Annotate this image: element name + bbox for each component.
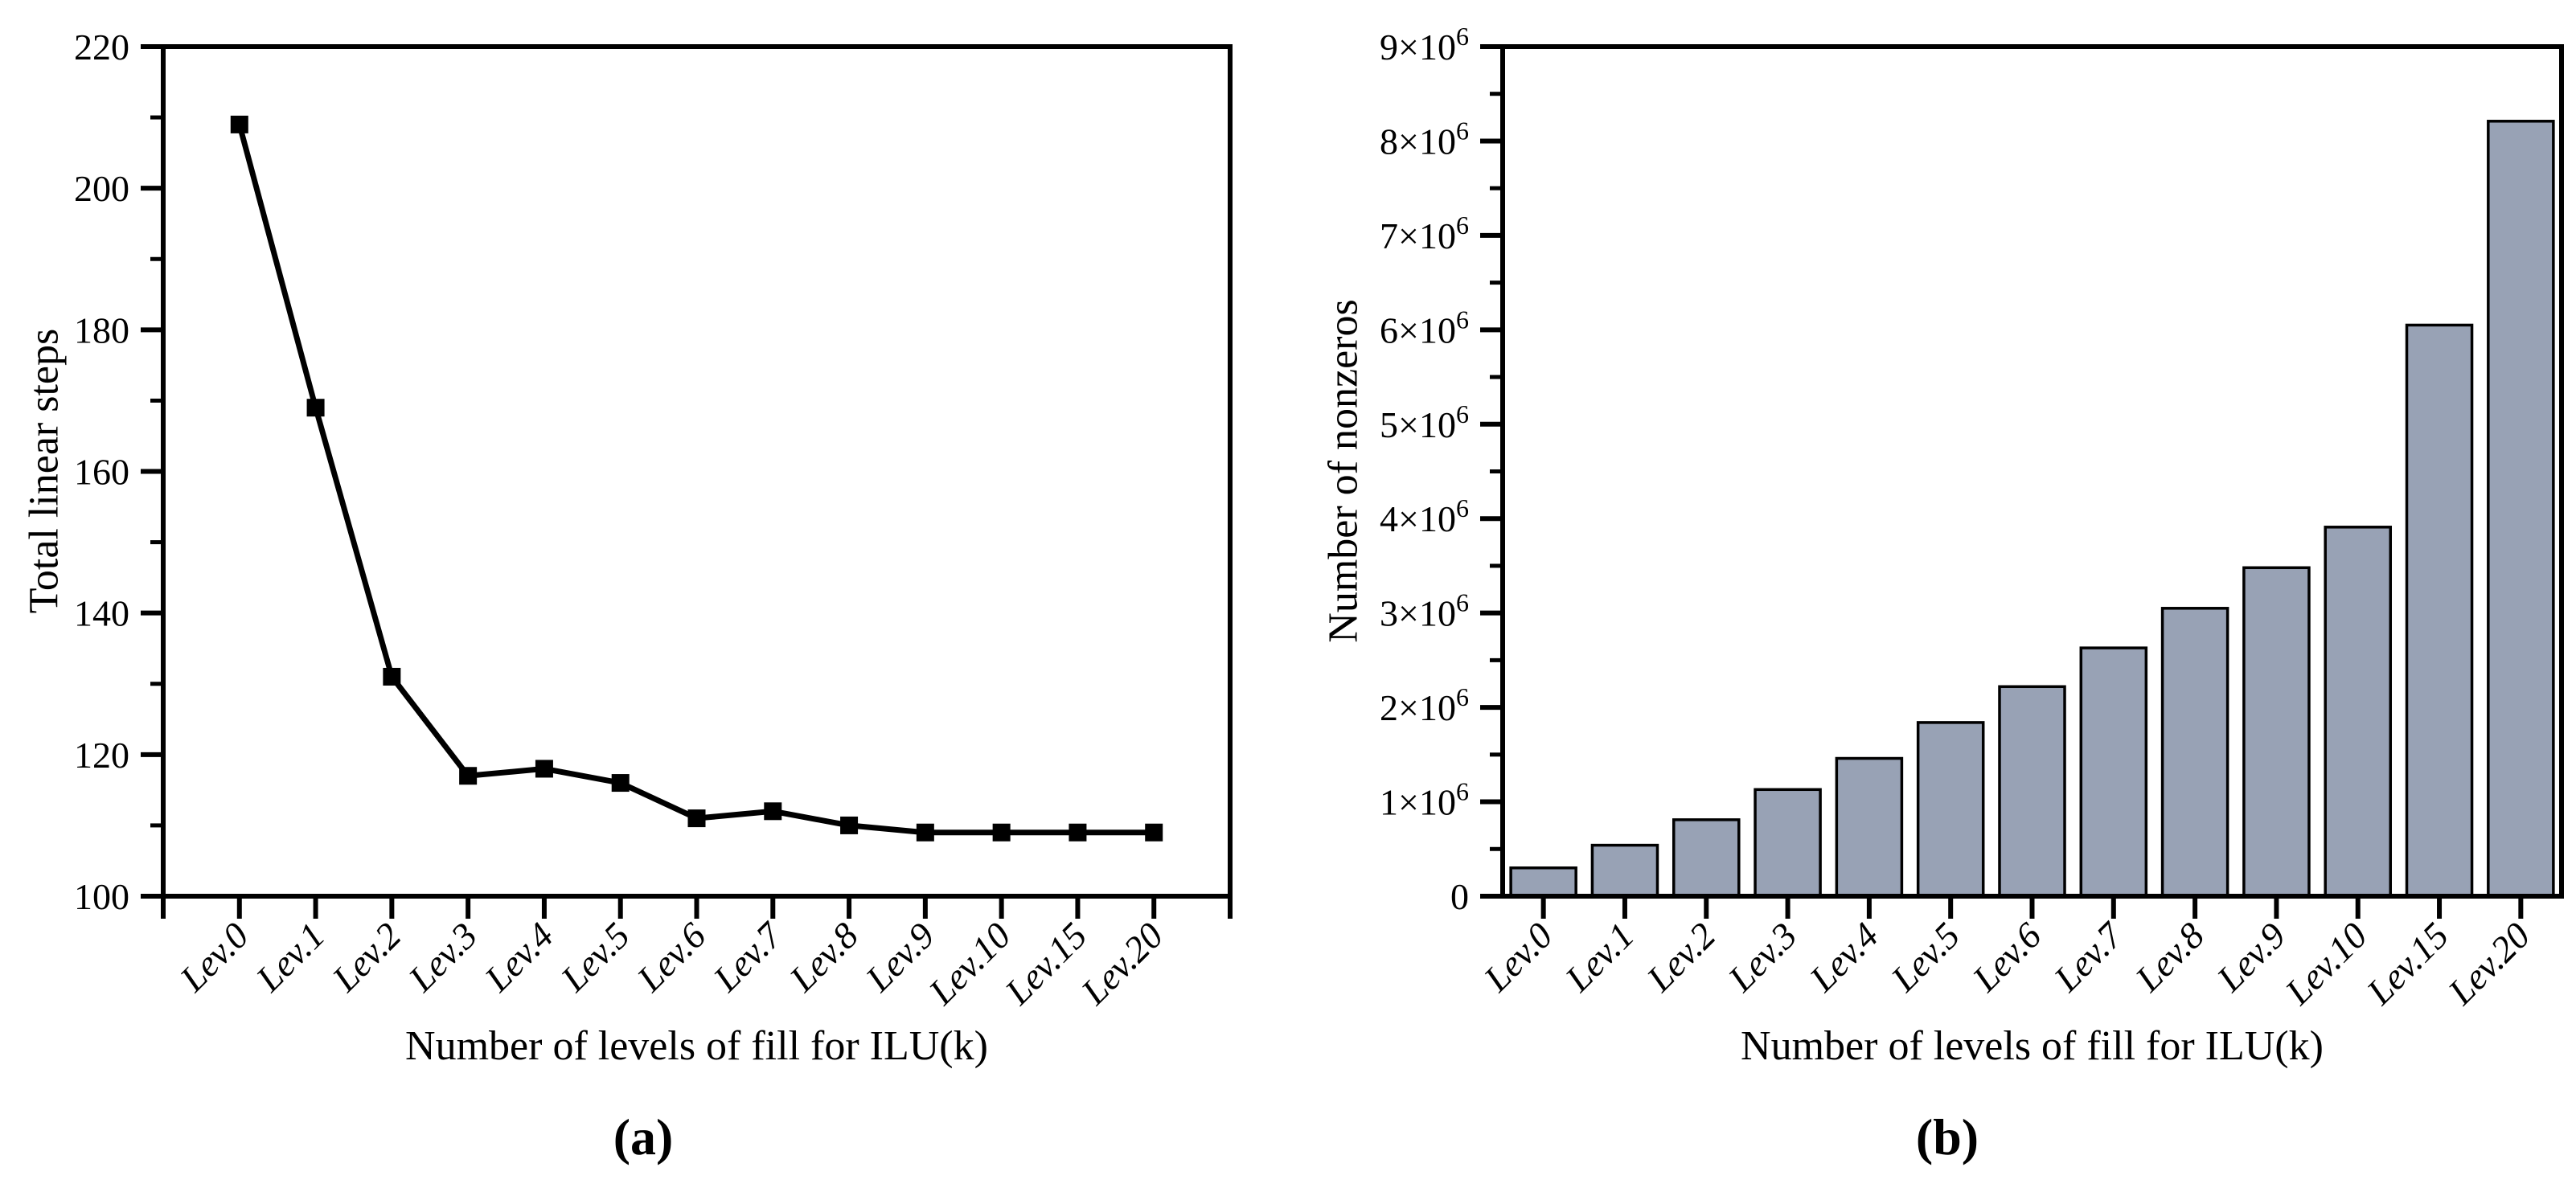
x-axis-tick-label: Lev.2 [1639, 915, 1724, 1000]
y-axis-tick-label: 140 [74, 593, 129, 634]
x-axis-tick-label: Lev.5 [1883, 915, 1968, 1000]
data-point-marker [916, 823, 934, 842]
x-axis-tick-label: Lev.7 [705, 914, 791, 1000]
data-point-marker [230, 115, 248, 133]
bar [2079, 646, 2148, 898]
x-axis-tick-label: Lev.4 [1801, 915, 1886, 1000]
y-axis-tick-label: 7×106 [1380, 211, 1469, 256]
y-axis-title-b: Number of nonzeros [1320, 299, 1367, 643]
y-axis-tick-label: 0 [1450, 876, 1469, 917]
x-axis-tick-label: Lev.5 [552, 915, 638, 1000]
x-axis-title-a: Number of levels of fill for ILU(k) [405, 1023, 988, 1069]
data-point-marker [306, 399, 325, 417]
x-axis-tick-label: Lev.1 [1557, 915, 1642, 1000]
bar [1509, 866, 1577, 898]
y-axis-title-a: Total linear steps [21, 328, 68, 614]
x-axis-tick-label: Lev.20 [1073, 915, 1171, 1013]
x-axis-tick-label: Lev.15 [2358, 915, 2456, 1013]
x-axis-tick-label: Lev.20 [2439, 915, 2537, 1013]
data-point-marker [459, 767, 478, 785]
y-axis-tick-label: 120 [74, 735, 129, 776]
y-axis-tick-label: 4×106 [1380, 494, 1469, 539]
data-point-marker [687, 809, 706, 828]
bar [1998, 685, 2066, 898]
bar [1754, 788, 1822, 898]
x-axis-tick-label: Lev.1 [248, 915, 333, 1000]
data-point-marker [840, 816, 859, 834]
y-axis-tick-label: 6×106 [1380, 305, 1469, 350]
x-axis-tick-label: Lev.7 [2045, 914, 2131, 1000]
panel-label-b: (b) [1915, 1108, 1979, 1165]
x-axis-tick-label: Lev.8 [781, 915, 866, 1000]
bar [2242, 566, 2311, 898]
y-axis-tick-label: 200 [74, 168, 129, 209]
data-line [236, 123, 1155, 836]
data-point-marker [1145, 823, 1163, 842]
bar [1590, 843, 1659, 898]
x-axis-tick-label: Lev.0 [1475, 915, 1561, 1000]
x-axis-tick-label: Lev.15 [997, 915, 1095, 1013]
data-point-marker [1069, 823, 1087, 842]
bar [2160, 607, 2229, 898]
y-axis-tick-label: 8×106 [1380, 116, 1469, 162]
data-point-marker [764, 802, 782, 821]
bar [1916, 721, 1985, 898]
x-axis-tick-label: Lev.3 [400, 915, 485, 1000]
x-axis-tick-label: Lev.4 [476, 915, 561, 1000]
x-axis-tick-label: Lev.6 [629, 915, 714, 1000]
y-axis-tick-label: 100 [74, 876, 129, 917]
bar [1835, 756, 1904, 898]
data-point-marker [535, 760, 553, 778]
panel-b: 0 1×106 2×106 3×106 4×106 5×106 6×106 7×106 8×10… [1319, 0, 2576, 1196]
y-axis-tick-label: 1×106 [1380, 777, 1469, 823]
x-axis-title-b: Number of levels of fill for ILU(k) [1741, 1023, 2324, 1069]
x-axis-tick-label: Lev.8 [2127, 915, 2212, 1000]
y-axis-tick-label: 180 [74, 309, 129, 350]
x-axis-tick-label: Lev.0 [171, 915, 256, 1000]
data-point-marker [611, 774, 630, 793]
plot-border [161, 44, 1233, 899]
bar-chart-b: 0 1×106 2×106 3×106 4×106 5×106 6×106 7×106 8×10… [1380, 22, 2564, 1013]
x-axis-tick-label: Lev.10 [921, 915, 1019, 1013]
panel-a: 100 120 140 160 180 200 220 Lev.0 Lev.1 Lev.2 Lev.… [0, 0, 1286, 1196]
panel-label-a: (a) [613, 1108, 674, 1165]
y-axis-tick-label: 3×106 [1380, 588, 1469, 634]
x-axis-tick-label: Lev.3 [1720, 915, 1805, 1000]
bar [1672, 818, 1741, 898]
bar [2324, 526, 2393, 898]
x-axis-tick-label: Lev.2 [324, 915, 409, 1000]
y-axis-tick-label: 9×106 [1380, 22, 1469, 68]
line-chart-a: 100120140160180200220Lev.0Lev.1Lev.2Lev.… [74, 27, 1233, 1013]
bar [2487, 120, 2555, 898]
y-axis-tick-label: 5×106 [1380, 399, 1469, 445]
y-axis-tick-label: 2×106 [1380, 682, 1469, 728]
data-point-marker [992, 823, 1011, 842]
x-axis-tick-label: Lev.6 [1964, 915, 2049, 1000]
x-axis-tick-label: Lev.10 [2277, 915, 2375, 1013]
y-axis-tick-label: 220 [74, 27, 129, 68]
y-axis-tick-label: 160 [74, 452, 129, 493]
bar [2405, 323, 2474, 898]
data-point-marker [383, 667, 401, 686]
